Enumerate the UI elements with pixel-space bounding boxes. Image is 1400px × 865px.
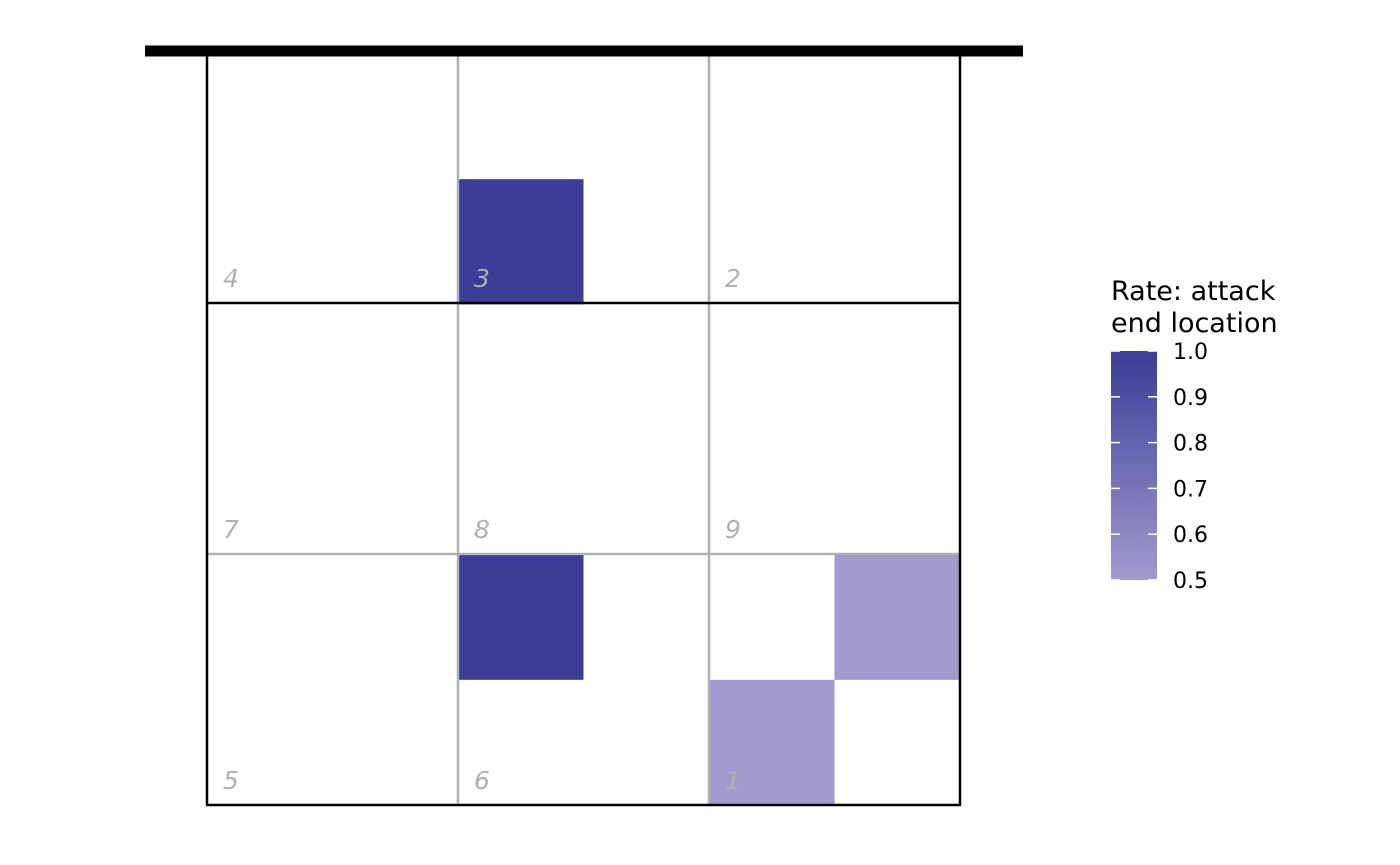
color-legend: Rate: attack end location 1.0 0.9 0.8 0.7 0.… xyxy=(1111,276,1278,594)
zone-label-7: 7 xyxy=(223,515,239,544)
legend-tick-label-2: 0.8 xyxy=(1173,432,1208,457)
zone-label-6: 6 xyxy=(474,766,490,795)
heatmap-cell-2 xyxy=(834,554,960,680)
court-lines xyxy=(145,45,1023,807)
heatmap-cell-3 xyxy=(709,679,835,805)
legend-ticks: 1.0 0.9 0.8 0.7 0.6 0.5 xyxy=(1111,340,1208,594)
legend-tick-label-5: 0.5 xyxy=(1173,569,1208,594)
legend-tick-label-3: 0.7 xyxy=(1173,477,1208,502)
legend-title-line-2: end location xyxy=(1111,308,1278,339)
zone-label-8: 8 xyxy=(474,515,490,544)
zone-labels: 4 3 2 7 8 9 5 6 1 xyxy=(223,264,741,795)
legend-tick-label-0: 1.0 xyxy=(1173,340,1208,365)
legend-tick-label-4: 0.6 xyxy=(1173,523,1208,548)
heatmap-cells xyxy=(458,179,960,805)
zone-label-2: 2 xyxy=(725,264,741,293)
zone-label-4: 4 xyxy=(223,264,239,293)
legend-title-line-1: Rate: attack xyxy=(1111,276,1276,307)
legend-colorbar xyxy=(1111,351,1157,580)
legend-tick-label-1: 0.9 xyxy=(1173,386,1208,411)
zone-label-9: 9 xyxy=(725,515,741,544)
heatmap-cell-0 xyxy=(458,179,584,305)
zone-label-5: 5 xyxy=(223,766,239,795)
zone-label-3: 3 xyxy=(474,264,490,293)
heatmap-cell-1 xyxy=(458,554,584,680)
zone-grid-lines xyxy=(207,54,960,805)
zone-label-1: 1 xyxy=(725,766,741,795)
